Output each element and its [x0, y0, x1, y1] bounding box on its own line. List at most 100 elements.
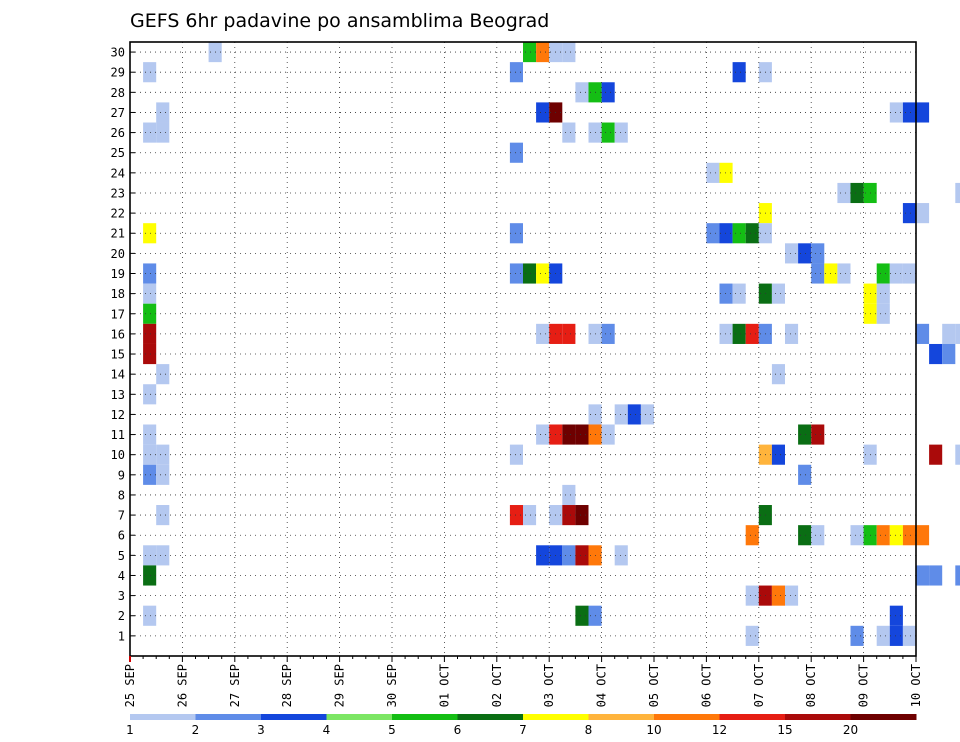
heatmap-cell	[732, 62, 746, 83]
heatmap-cell	[732, 223, 746, 244]
heatmap-cell	[745, 585, 759, 606]
y-tick-label: 27	[111, 106, 125, 120]
heatmap-cell	[942, 343, 956, 365]
x-axis: 25 SEP 26 SEP 27 SEP 28 SEP 29 SEP 30 SEP 01 O…	[123, 656, 923, 707]
heatmap-cell	[156, 444, 170, 465]
colorbar-label: 5	[388, 723, 396, 737]
heatmap-cell	[575, 545, 589, 566]
heatmap-cell	[942, 323, 956, 344]
heatmap-cell	[745, 525, 759, 546]
heatmap-cell	[562, 323, 576, 344]
heatmap-cell	[732, 283, 746, 304]
heatmap-cell	[156, 102, 170, 123]
heatmap-cell	[601, 424, 615, 445]
x-tick-label: 26 SEP	[175, 664, 189, 707]
colorbar-segment	[588, 714, 655, 720]
heatmap-cell	[719, 162, 733, 183]
heatmap-cell	[156, 364, 170, 385]
heatmap-cell	[706, 223, 720, 244]
heatmap-cell	[889, 605, 903, 626]
heatmap-cell	[955, 565, 960, 586]
heatmap-cell	[509, 223, 523, 244]
x-tick-label: 28 SEP	[280, 664, 294, 707]
colorbar-label: 10	[646, 723, 661, 737]
heatmap-cell	[143, 223, 157, 244]
x-tick-label: 10 OCT	[909, 664, 923, 707]
heatmap-cell	[916, 525, 930, 546]
y-tick-label: 8	[118, 488, 125, 502]
y-tick-label: 28	[111, 86, 125, 100]
y-tick-label: 10	[111, 448, 125, 462]
x-tick-label: 09 OCT	[857, 664, 871, 707]
y-tick-label: 3	[118, 589, 125, 603]
y-tick-label: 21	[111, 227, 125, 241]
heatmap-cell	[876, 263, 890, 284]
y-tick-label: 22	[111, 207, 125, 221]
heatmap-cell	[143, 303, 157, 324]
heatmap-cell	[811, 243, 825, 264]
colorbar-segment	[326, 714, 393, 720]
heatmap-cell	[536, 263, 550, 284]
y-tick-label: 17	[111, 307, 125, 321]
heatmap-cell	[575, 505, 589, 526]
colorbar-segment	[719, 714, 786, 720]
heatmap-cell	[916, 203, 930, 224]
heatmap-cell	[929, 343, 943, 365]
heatmap-cell	[850, 525, 864, 546]
heatmap-cell	[143, 444, 157, 465]
heatmap-cell	[916, 323, 930, 344]
heatmap-cell	[876, 625, 890, 646]
heatmap-cell	[143, 464, 157, 485]
heatmap-cell	[771, 364, 785, 385]
heatmap-cell	[732, 323, 746, 344]
x-tick-label: 29 SEP	[333, 664, 347, 707]
heatmap-cell	[143, 263, 157, 284]
heatmap-cell	[143, 424, 157, 445]
heatmap-cell	[143, 384, 157, 405]
heatmap-cell	[575, 605, 589, 626]
heatmap-cell	[798, 464, 812, 485]
colorbar-label: 4	[323, 723, 331, 737]
heatmap-cell	[955, 182, 960, 204]
heatmap-cell	[536, 42, 550, 63]
y-tick-label: 11	[111, 428, 125, 442]
y-tick-label: 25	[111, 146, 125, 160]
heatmap-cell	[811, 263, 825, 284]
heatmap-cell	[916, 102, 930, 123]
heatmap-cell	[745, 223, 759, 244]
heatmap-cell	[798, 525, 812, 546]
colorbar-label: 2	[192, 723, 200, 737]
heatmap-cell	[771, 444, 785, 465]
heatmap-cell	[562, 484, 576, 506]
x-tick-label: 01 OCT	[437, 664, 451, 707]
y-tick-label: 13	[111, 388, 125, 402]
heatmap-cell	[143, 62, 157, 83]
heatmap-cell	[156, 545, 170, 566]
y-tick-label: 1	[118, 629, 125, 643]
heatmap-cell	[601, 122, 615, 143]
y-tick-label: 15	[111, 348, 125, 362]
heatmap-cell	[929, 565, 943, 586]
heatmap-cell	[562, 505, 576, 526]
heatmap-cell	[640, 404, 654, 425]
x-tick-label: 06 OCT	[699, 664, 713, 707]
colorbar-segment	[654, 714, 720, 720]
heatmap-cell	[902, 625, 916, 646]
heatmap-cell	[562, 42, 576, 63]
heatmap-cell	[143, 605, 157, 626]
y-tick-label: 19	[111, 267, 125, 281]
heatmap-cell	[771, 283, 785, 304]
y-tick-label: 4	[118, 569, 125, 583]
heatmap-cell	[562, 122, 576, 143]
heatmap-cell	[785, 585, 799, 606]
x-tick-label: 02 OCT	[490, 664, 504, 707]
heatmap-cell	[929, 444, 943, 465]
heatmap-cell	[745, 625, 759, 646]
heatmap-cell	[955, 444, 960, 465]
plot-frame	[129, 41, 917, 657]
x-tick-label: 07 OCT	[752, 664, 766, 707]
colorbar-label: 7	[519, 723, 527, 737]
heatmap-cell	[509, 142, 523, 163]
y-tick-label: 6	[118, 529, 125, 543]
